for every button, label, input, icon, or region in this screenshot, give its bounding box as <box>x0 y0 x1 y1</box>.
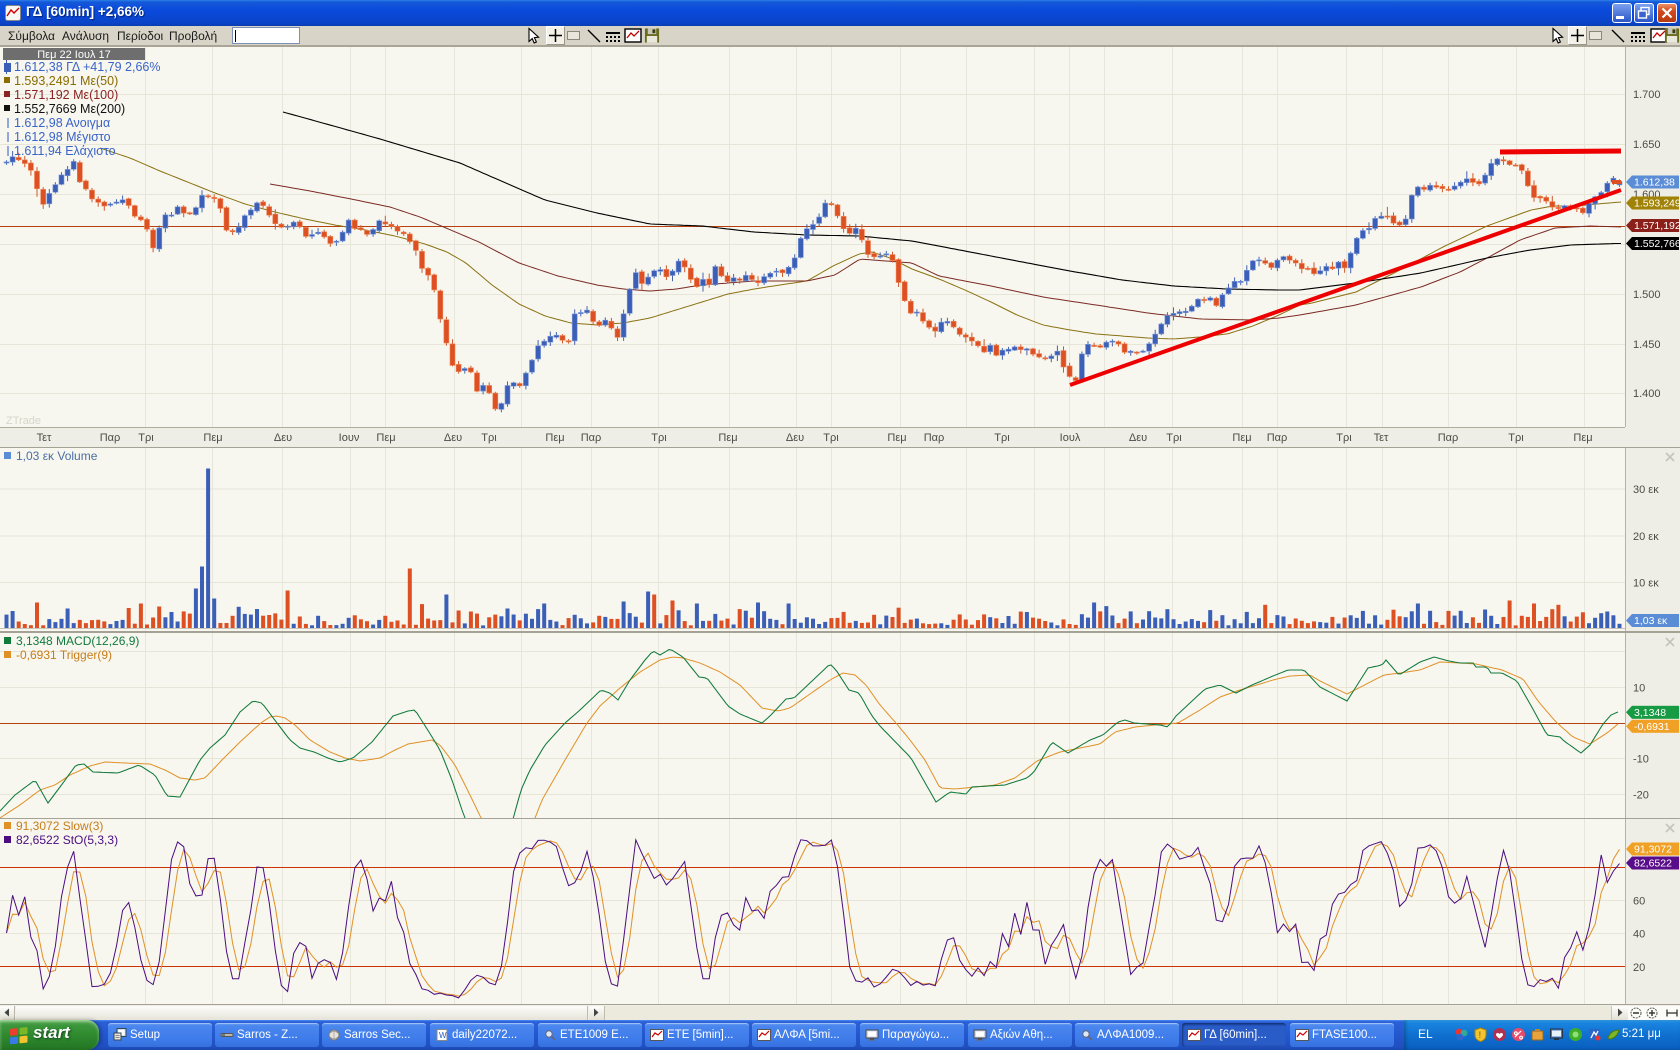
svg-text:W: W <box>439 1031 447 1040</box>
svg-text:Παρ: Παρ <box>581 432 602 444</box>
svg-text:1.571,192: 1.571,192 <box>1634 220 1680 232</box>
svg-text:Πεμ: Πεμ <box>1573 432 1592 444</box>
svg-text:Τρι: Τρι <box>1166 432 1182 444</box>
svg-text:Πεμ: Πεμ <box>887 432 906 444</box>
svg-text:1.612,98 Μέγιστο: 1.612,98 Μέγιστο <box>14 130 111 144</box>
svg-text:Παρ: Παρ <box>1438 432 1459 444</box>
svg-text:3,1348: 3,1348 <box>1634 707 1666 719</box>
svg-text:Τρι: Τρι <box>1336 432 1352 444</box>
svg-text:-0,6931: -0,6931 <box>1634 721 1670 733</box>
svg-text:1.552,7669 Με(200): 1.552,7669 Με(200) <box>14 102 125 116</box>
svg-text:Παρ: Παρ <box>924 432 945 444</box>
svg-text:Δευ: Δευ <box>444 432 462 444</box>
svg-text:60: 60 <box>1633 896 1645 908</box>
svg-text:1.650: 1.650 <box>1633 139 1661 151</box>
svg-text:30 εκ: 30 εκ <box>1633 484 1659 496</box>
svg-text:91,3072: 91,3072 <box>1634 844 1672 856</box>
svg-text:Πεμ: Πεμ <box>376 432 395 444</box>
svg-text:Πεμ: Πεμ <box>718 432 737 444</box>
svg-text:Τρι: Τρι <box>651 432 667 444</box>
svg-text:3,1348 MACD(12,26,9): 3,1348 MACD(12,26,9) <box>16 634 139 648</box>
svg-text:82,6522: 82,6522 <box>1634 858 1672 870</box>
svg-text:Δευ: Δευ <box>1129 432 1147 444</box>
svg-text:Τρι: Τρι <box>481 432 497 444</box>
svg-text:1.700: 1.700 <box>1633 89 1661 101</box>
svg-text:Ιουν: Ιουν <box>339 432 360 444</box>
svg-text:Ιουλ: Ιουλ <box>1060 432 1081 444</box>
svg-text:40: 40 <box>1633 929 1645 941</box>
svg-text:Τρι: Τρι <box>138 432 154 444</box>
svg-text:Τετ: Τετ <box>37 432 52 444</box>
svg-text:ZTrade: ZTrade <box>6 415 41 427</box>
svg-text:Παρ: Παρ <box>1267 432 1288 444</box>
svg-text:1.611,94 Ελάχιστο: 1.611,94 Ελάχιστο <box>14 144 116 158</box>
svg-text:91,3072 Slow(3): 91,3072 Slow(3) <box>16 819 103 833</box>
svg-text:1.500: 1.500 <box>1633 289 1661 301</box>
svg-text:-10: -10 <box>1633 754 1649 766</box>
svg-text:1.571,192 Με(100): 1.571,192 Με(100) <box>14 88 118 102</box>
svg-text:Πεμ: Πεμ <box>545 432 564 444</box>
svg-text:1.552,766: 1.552,766 <box>1634 238 1680 250</box>
svg-text:Τρι: Τρι <box>823 432 839 444</box>
svg-text:82,6522 StΟ(5,3,3): 82,6522 StΟ(5,3,3) <box>16 833 118 847</box>
svg-text:10 εκ: 10 εκ <box>1633 578 1659 590</box>
svg-text:1,03 εκ: 1,03 εκ <box>1634 615 1668 627</box>
svg-text:1.450: 1.450 <box>1633 339 1661 351</box>
svg-text:Πεμ: Πεμ <box>203 432 222 444</box>
svg-text:Τετ: Τετ <box>1374 432 1389 444</box>
svg-text:Παρ: Παρ <box>100 432 121 444</box>
svg-text:-0,6931 Trigger(9): -0,6931 Trigger(9) <box>16 648 112 662</box>
svg-text:1.593,2491 Με(50): 1.593,2491 Με(50) <box>14 74 118 88</box>
svg-text:1.400: 1.400 <box>1633 388 1661 400</box>
svg-text:Πεμ 22 Ιουλ 17: Πεμ 22 Ιουλ 17 <box>37 49 111 61</box>
svg-text:1.612,98 Ανοιγμα: 1.612,98 Ανοιγμα <box>14 116 110 130</box>
svg-text:1,03 εκ Volume: 1,03 εκ Volume <box>16 449 98 463</box>
svg-text:10: 10 <box>1633 682 1645 694</box>
svg-text:1.593,249: 1.593,249 <box>1634 198 1680 210</box>
svg-text:Δευ: Δευ <box>786 432 804 444</box>
svg-text:20 εκ: 20 εκ <box>1633 531 1659 543</box>
svg-text:Πεμ: Πεμ <box>1232 432 1251 444</box>
svg-text:Τρι: Τρι <box>994 432 1010 444</box>
svg-text:-20: -20 <box>1633 789 1649 801</box>
svg-text:!: ! <box>1479 1030 1482 1040</box>
svg-text:1.612,38 ΓΔ +41,79 2,66%: 1.612,38 ΓΔ +41,79 2,66% <box>14 60 161 74</box>
svg-text:Τρι: Τρι <box>1508 432 1524 444</box>
svg-text:20: 20 <box>1633 962 1645 974</box>
svg-text:1.612,38: 1.612,38 <box>1634 177 1675 189</box>
svg-text:Δευ: Δευ <box>274 432 292 444</box>
